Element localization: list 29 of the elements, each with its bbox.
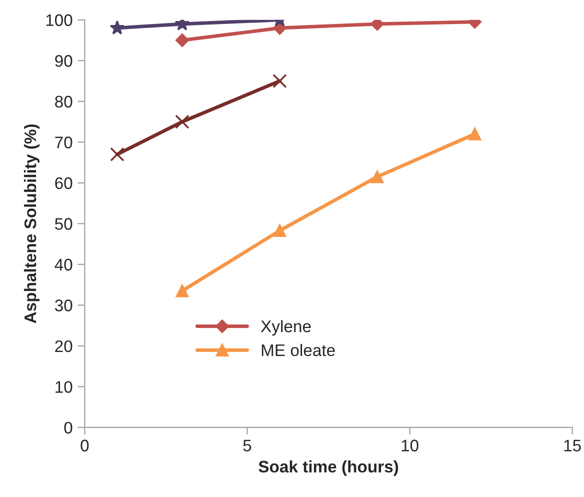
x-tick-label: 10	[402, 440, 418, 452]
y-tick-label: 60	[55, 177, 72, 190]
point	[468, 128, 482, 140]
point	[175, 34, 189, 47]
y-tick-label: 80	[55, 96, 72, 108]
point	[110, 147, 124, 162]
y-tick-label: 20	[55, 340, 72, 352]
x-tick-label: 15	[564, 440, 581, 452]
x-tick-label: 5	[243, 440, 252, 452]
y-tick-label: 90	[55, 55, 72, 67]
y-tick-label: 0	[64, 422, 72, 434]
x-axis-title: Soak time (hours)	[258, 460, 398, 476]
y-tick-label: 30	[54, 300, 72, 312]
point	[176, 284, 189, 298]
x-tick-label: 0	[80, 440, 89, 452]
point	[110, 20, 125, 34]
y-tick-label: 100	[46, 14, 72, 26]
point	[272, 74, 287, 88]
legend-label: ME oleate	[262, 344, 335, 356]
legend-label: Xylene	[260, 320, 311, 336]
point	[273, 224, 286, 237]
point	[370, 170, 384, 184]
y-tick-label: 40	[54, 258, 72, 271]
y-tick-label: 10	[56, 381, 72, 393]
y-tick-label: 50	[55, 218, 72, 230]
y-axis-title: Asphaltene Solubility (%)	[24, 124, 40, 324]
point	[370, 20, 384, 31]
point	[175, 114, 190, 129]
y-tick-label: 70	[55, 136, 72, 148]
